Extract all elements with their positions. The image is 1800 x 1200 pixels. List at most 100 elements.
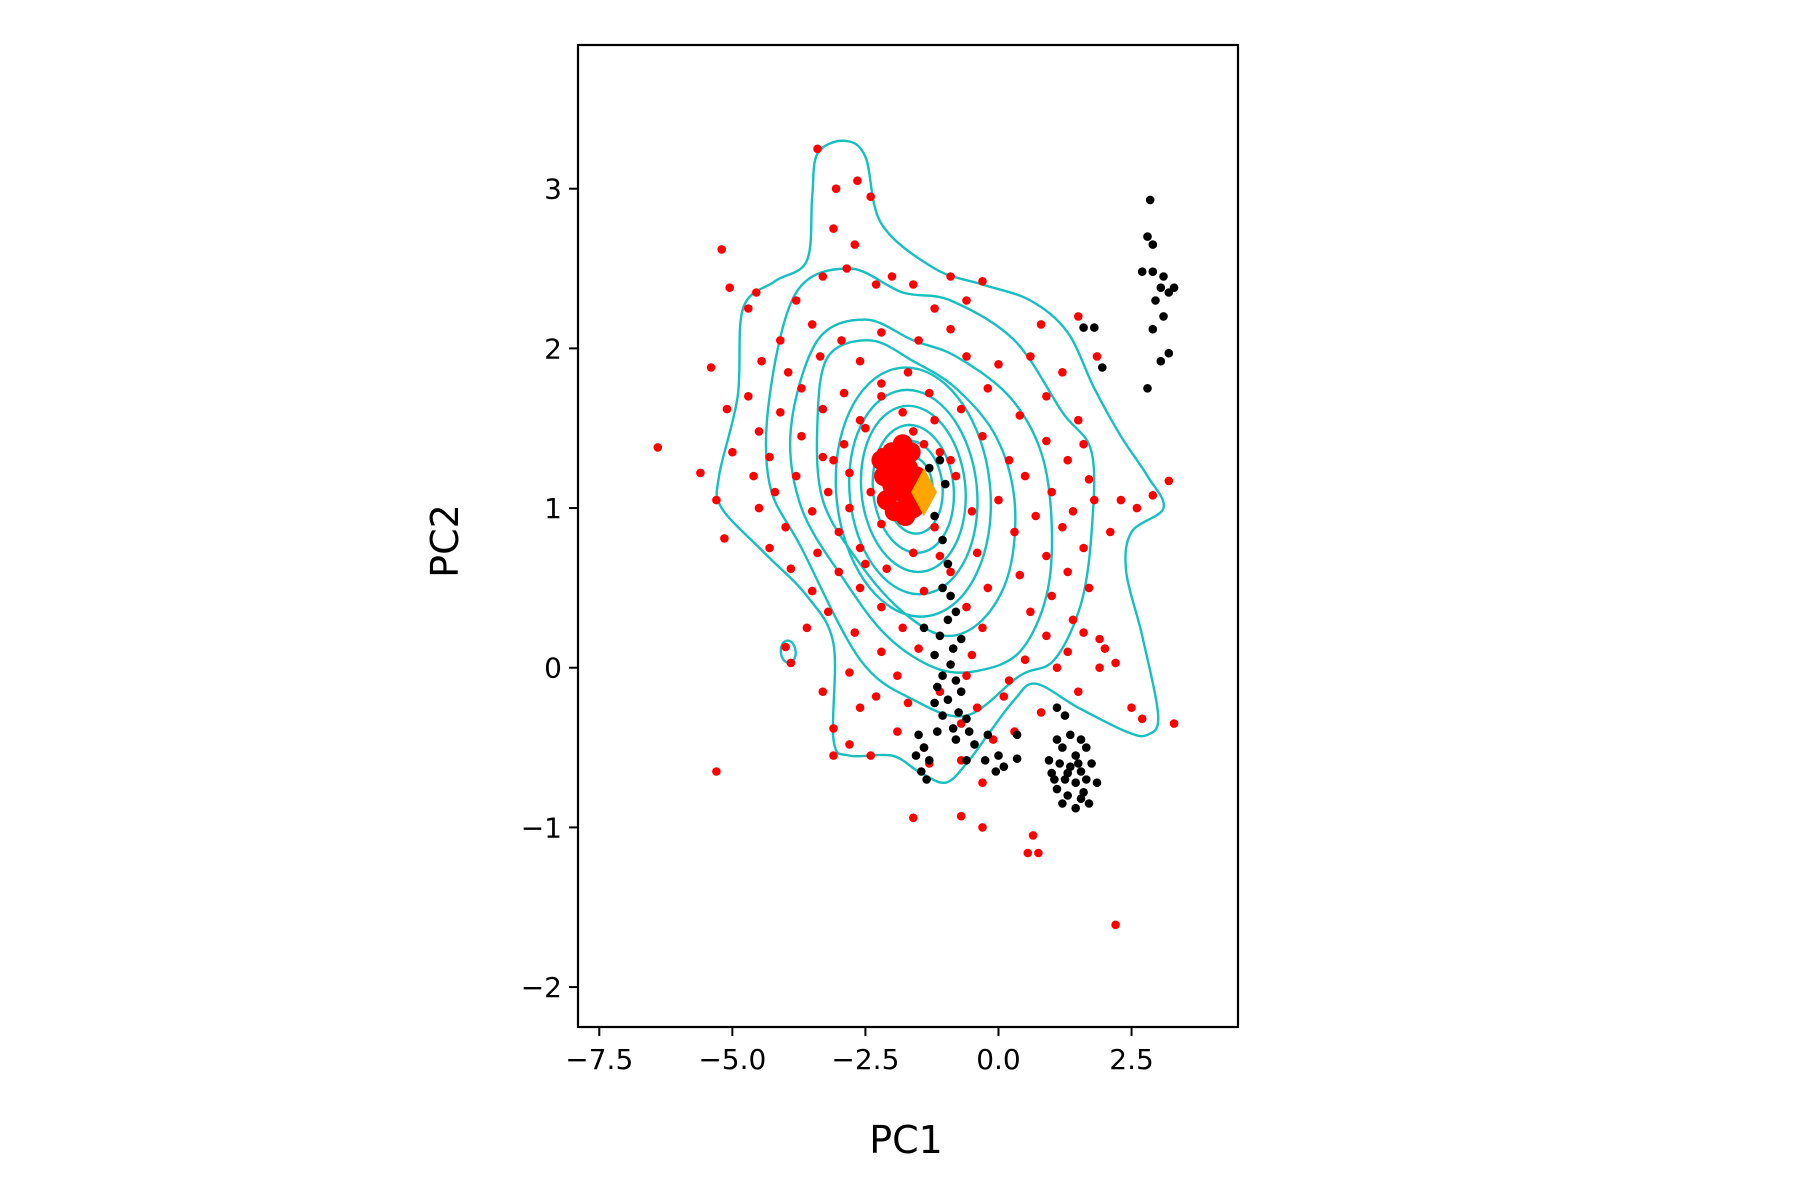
red-point: [1026, 352, 1035, 361]
red-point: [978, 778, 987, 787]
black-point: [1087, 759, 1096, 768]
red-point: [1020, 655, 1030, 664]
black-point: [1044, 756, 1054, 765]
red-point: [1068, 507, 1078, 516]
red-point: [909, 280, 918, 289]
black-point: [1071, 751, 1080, 760]
red-point: [802, 623, 812, 633]
black-point: [1052, 703, 1062, 712]
red-point: [1079, 439, 1088, 449]
red-point: [1164, 476, 1174, 486]
red-point: [834, 567, 844, 577]
y-tick-label: −1: [521, 811, 562, 844]
red-point: [1034, 848, 1043, 858]
black-point: [951, 607, 961, 617]
red-point: [855, 356, 865, 366]
red-point: [978, 277, 987, 286]
red-point: [845, 668, 854, 677]
red-point: [1020, 471, 1030, 481]
red-point: [770, 487, 780, 497]
black-point: [1063, 791, 1072, 800]
black-point: [956, 687, 966, 696]
red-point: [994, 495, 1003, 505]
black-point: [1084, 799, 1094, 808]
black-point: [951, 676, 961, 685]
black-point: [919, 623, 929, 633]
red-point: [855, 583, 865, 593]
red-point: [829, 455, 838, 465]
black-point: [956, 634, 966, 644]
red-point: [909, 813, 918, 823]
red-point: [962, 352, 971, 361]
red-point: [1095, 634, 1104, 644]
red-point: [818, 687, 828, 696]
black-point: [1076, 735, 1086, 744]
black-point: [1137, 267, 1147, 277]
red-point: [1063, 567, 1072, 577]
red-point: [818, 452, 828, 462]
black-point: [1090, 323, 1099, 332]
red-point: [909, 548, 918, 558]
red-point: [861, 559, 870, 569]
red-point: [853, 176, 862, 185]
black-point: [948, 644, 958, 653]
red-point: [829, 751, 838, 760]
red-point: [807, 320, 817, 329]
red-point: [754, 503, 764, 513]
red-point: [871, 280, 881, 289]
black-point: [1082, 743, 1091, 752]
red-point: [903, 368, 913, 377]
red-point: [765, 452, 774, 462]
red-point: [1026, 607, 1035, 617]
black-point: [1058, 799, 1067, 808]
red-point: [1068, 615, 1078, 625]
red-point: [815, 352, 825, 361]
red-point: [722, 404, 732, 414]
red-point: [1047, 487, 1056, 497]
black-point: [1156, 356, 1166, 366]
red-point: [1084, 583, 1094, 593]
red-point: [877, 602, 886, 612]
red-point: [749, 471, 758, 481]
red-point: [845, 503, 854, 513]
y-axis: −2 −1 0 1 2 3: [521, 173, 578, 1004]
black-point: [1012, 754, 1022, 763]
red-point: [994, 360, 1003, 369]
black-point: [1098, 363, 1107, 372]
red-point: [1092, 352, 1102, 361]
red-point: [914, 644, 923, 653]
red-point: [765, 543, 774, 553]
red-point: [1042, 551, 1051, 561]
black-point: [1063, 768, 1072, 778]
y-axis-label: PC2: [423, 504, 467, 578]
red-point: [882, 564, 891, 573]
black-point: [983, 730, 993, 740]
red-point: [850, 628, 860, 637]
red-point: [898, 623, 907, 633]
red-point: [1042, 631, 1051, 641]
black-point: [1052, 784, 1062, 794]
red-point: [752, 288, 761, 297]
red-point: [946, 455, 955, 465]
x-tick-label: 2.5: [1109, 1043, 1154, 1076]
density-contours: [715, 139, 1166, 784]
black-point: [943, 559, 953, 569]
red-point: [1095, 663, 1104, 672]
black-point: [1058, 743, 1067, 752]
red-point: [653, 443, 663, 452]
y-tick-label: 0: [544, 652, 562, 685]
red-point: [1031, 511, 1040, 521]
black-point: [922, 775, 931, 784]
red-point: [712, 495, 721, 505]
black-point: [925, 756, 934, 765]
red-point: [1010, 527, 1019, 537]
red-point: [845, 740, 854, 749]
marker-layer: [910, 468, 937, 517]
red-point: [818, 404, 828, 414]
red-point: [935, 551, 945, 561]
red-point: [744, 392, 753, 401]
red-point: [1079, 543, 1088, 553]
red-point: [837, 336, 846, 345]
x-tick-label: −7.5: [565, 1043, 633, 1076]
red-point: [962, 671, 971, 680]
